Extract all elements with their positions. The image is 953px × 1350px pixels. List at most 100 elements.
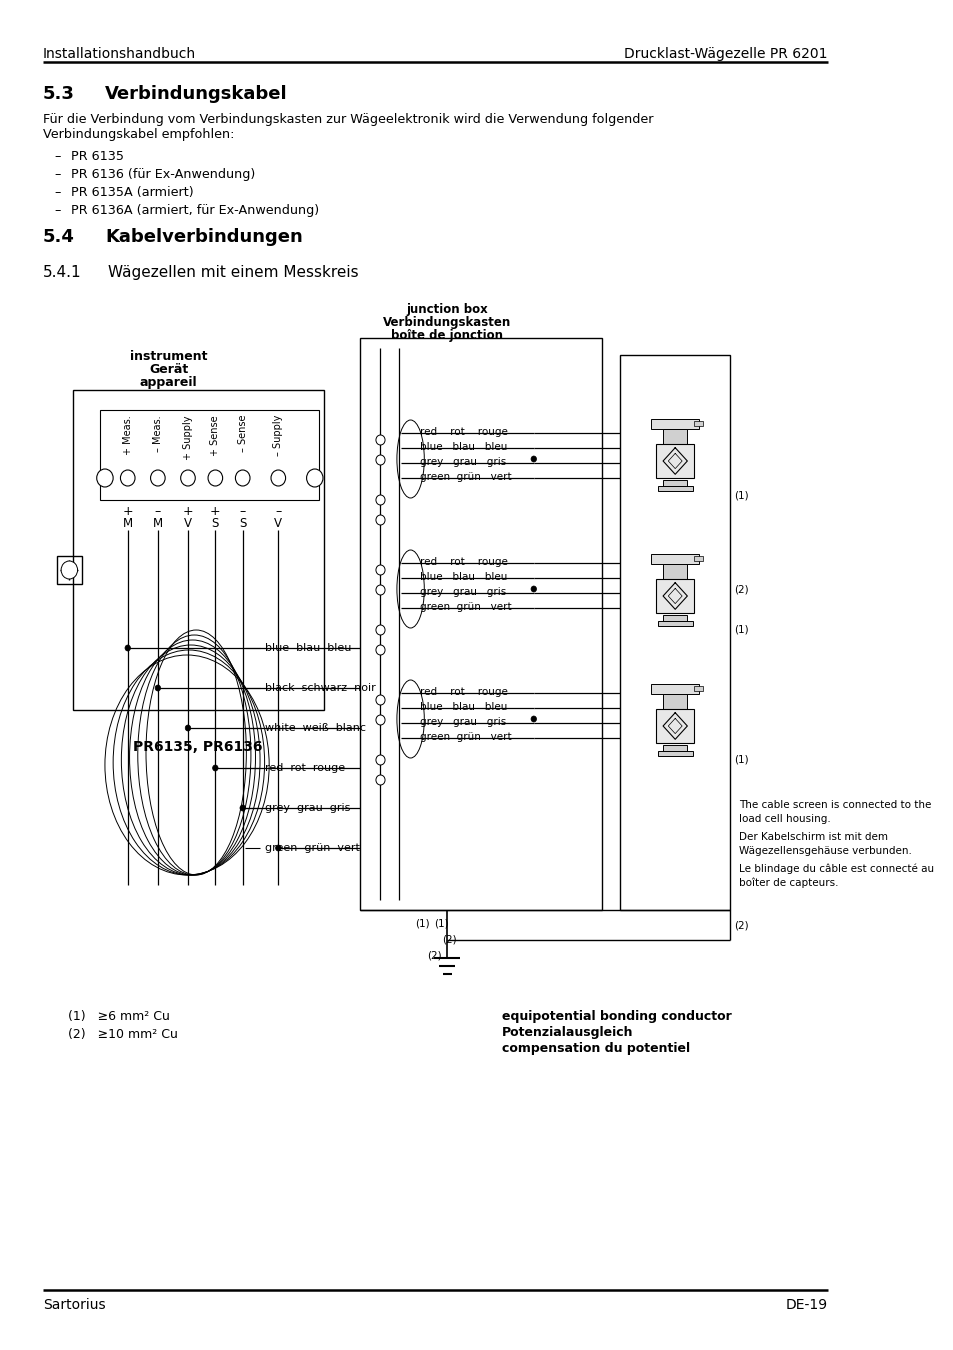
Bar (662, 616, 686, 621)
Circle shape (375, 495, 385, 505)
Text: grey   grau   gris: grey grau gris (419, 458, 505, 467)
Text: –: – (54, 167, 61, 181)
Circle shape (180, 470, 195, 486)
Circle shape (531, 716, 536, 722)
Text: (1): (1) (734, 755, 748, 765)
Ellipse shape (396, 420, 424, 498)
Text: (2): (2) (442, 936, 456, 945)
Bar (694, 556, 702, 560)
Text: –: – (274, 505, 281, 518)
Circle shape (375, 566, 385, 575)
Text: –: – (239, 505, 246, 518)
Text: + Sense: + Sense (210, 414, 220, 456)
Text: The cable screen is connected to the: The cable screen is connected to the (739, 801, 930, 810)
Text: appareil: appareil (140, 377, 197, 389)
Text: blue   blau   bleu: blue blau bleu (419, 441, 507, 452)
Circle shape (375, 625, 385, 634)
Circle shape (375, 455, 385, 464)
Text: equipotential bonding conductor: equipotential bonding conductor (501, 1010, 731, 1023)
Text: Für die Verbindung vom Verbindungskasten zur Wägeelektronik wird die Verwendung : Für die Verbindung vom Verbindungskasten… (43, 113, 653, 126)
Bar (650, 684, 699, 694)
Circle shape (151, 470, 165, 486)
Circle shape (375, 435, 385, 446)
Text: white  weiß  blanc: white weiß blanc (264, 724, 365, 733)
Circle shape (120, 470, 135, 486)
Bar (662, 429, 686, 444)
Text: Le blindage du câble est connecté au: Le blindage du câble est connecté au (739, 864, 933, 875)
Bar (662, 564, 686, 579)
Bar (73, 390, 324, 710)
Ellipse shape (396, 549, 424, 628)
Text: PR 6135: PR 6135 (71, 150, 124, 163)
Circle shape (275, 845, 281, 850)
Circle shape (375, 775, 385, 784)
Text: (2)   ≥10 mm² Cu: (2) ≥10 mm² Cu (69, 1027, 178, 1041)
Text: Installationshandbuch: Installationshandbuch (43, 47, 195, 61)
Circle shape (375, 514, 385, 525)
Circle shape (306, 468, 323, 487)
Text: Verbindungskabel empfohlen:: Verbindungskabel empfohlen: (43, 128, 234, 140)
Text: (1): (1) (734, 625, 748, 634)
Text: red    rot    rouge: red rot rouge (419, 558, 507, 567)
Circle shape (96, 468, 113, 487)
Text: grey   grau   gris: grey grau gris (419, 587, 505, 597)
Bar (694, 421, 702, 425)
Text: PR 6136 (für Ex-Anwendung): PR 6136 (für Ex-Anwendung) (71, 167, 255, 181)
Circle shape (531, 456, 536, 462)
Text: –: – (154, 505, 161, 518)
Text: blue   blau   bleu: blue blau bleu (419, 572, 507, 582)
Text: V: V (274, 517, 282, 531)
Text: red    rot    rouge: red rot rouge (419, 687, 507, 697)
Circle shape (235, 470, 250, 486)
Text: – Sense: – Sense (237, 414, 248, 452)
Text: V: V (184, 517, 192, 531)
Text: boîte de jonction: boîte de jonction (391, 329, 502, 342)
Text: red  rot  rouge: red rot rouge (264, 763, 344, 774)
Text: Wägezellensgehäuse verbunden.: Wägezellensgehäuse verbunden. (739, 846, 911, 856)
Text: + Supply: + Supply (183, 414, 193, 459)
Text: black  schwarz  noir: black schwarz noir (264, 683, 375, 693)
Text: 5.4: 5.4 (43, 228, 74, 246)
Text: PR 6136A (armiert, für Ex-Anwendung): PR 6136A (armiert, für Ex-Anwendung) (71, 204, 319, 217)
Circle shape (213, 765, 218, 771)
Bar (619, 355, 729, 910)
Bar (658, 621, 692, 626)
Text: +: + (122, 505, 132, 518)
Text: Sartorius: Sartorius (43, 1297, 106, 1312)
Text: Wägezellen mit einem Messkreis: Wägezellen mit einem Messkreis (108, 265, 358, 279)
Text: Verbindungskasten: Verbindungskasten (382, 316, 511, 329)
Text: + Meas.: + Meas. (123, 414, 132, 455)
Text: (1): (1) (434, 918, 449, 927)
Text: grey   grau   gris: grey grau gris (419, 717, 505, 728)
Ellipse shape (396, 680, 424, 757)
Text: instrument: instrument (130, 350, 208, 363)
Text: +: + (210, 505, 220, 518)
Bar (662, 694, 686, 709)
Text: 5.4.1: 5.4.1 (43, 265, 81, 279)
Text: blue  blau  bleu: blue blau bleu (264, 643, 351, 653)
Circle shape (531, 586, 536, 593)
Bar (656, 444, 694, 478)
Text: green  grün   vert: green grün vert (419, 732, 511, 742)
Text: (1): (1) (734, 490, 748, 500)
Bar (658, 751, 692, 756)
Text: M: M (123, 517, 132, 531)
Bar (658, 486, 692, 491)
Bar (656, 709, 694, 742)
Text: Kabelverbindungen: Kabelverbindungen (105, 228, 302, 246)
Bar (360, 338, 601, 910)
Text: load cell housing.: load cell housing. (739, 814, 830, 824)
Bar (662, 481, 686, 486)
Text: green  grün   vert: green grün vert (419, 602, 511, 612)
Circle shape (375, 695, 385, 705)
Text: grey  grau  gris: grey grau gris (264, 803, 350, 813)
Bar (650, 420, 699, 429)
Circle shape (271, 470, 285, 486)
Text: Drucklast-Wägezelle PR 6201: Drucklast-Wägezelle PR 6201 (623, 47, 826, 61)
Text: green  grün   vert: green grün vert (419, 472, 511, 482)
Circle shape (125, 645, 131, 651)
Bar (100, 410, 319, 500)
Text: green  grün  vert: green grün vert (264, 842, 359, 853)
Text: Verbindungskabel: Verbindungskabel (105, 85, 287, 103)
Text: (2): (2) (427, 950, 441, 960)
